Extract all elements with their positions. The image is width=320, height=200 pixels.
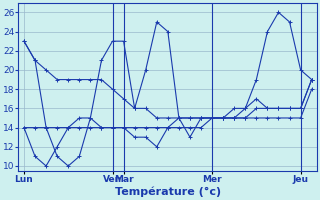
X-axis label: Température (°c): Température (°c): [115, 187, 221, 197]
